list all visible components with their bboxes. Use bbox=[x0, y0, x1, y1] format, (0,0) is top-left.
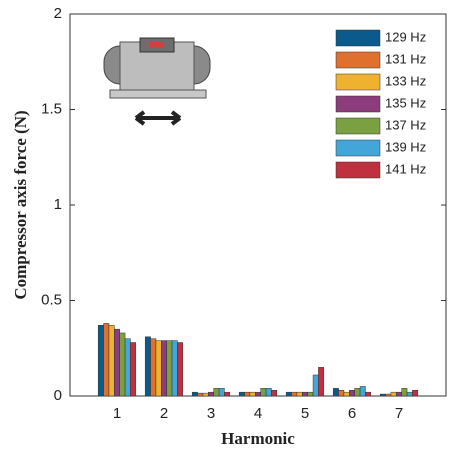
bar bbox=[271, 390, 278, 397]
y-tick-label: 0.5 bbox=[41, 291, 62, 308]
bar bbox=[343, 391, 350, 397]
bar bbox=[312, 374, 319, 397]
bar bbox=[385, 393, 392, 397]
legend-label: 135 Hz bbox=[385, 95, 426, 110]
legend-label: 141 Hz bbox=[385, 161, 426, 176]
bar bbox=[213, 388, 220, 397]
bar bbox=[177, 342, 184, 397]
bar bbox=[202, 392, 209, 397]
bar bbox=[296, 391, 303, 397]
bar bbox=[97, 325, 104, 397]
bar bbox=[359, 386, 366, 397]
y-tick-label: 2 bbox=[54, 5, 62, 22]
bar bbox=[285, 391, 292, 397]
bar bbox=[166, 340, 173, 397]
bar bbox=[390, 391, 397, 397]
bar bbox=[119, 332, 126, 397]
bar bbox=[197, 392, 204, 397]
bar bbox=[218, 388, 225, 397]
bar bbox=[332, 388, 339, 397]
bar bbox=[338, 390, 345, 397]
bar bbox=[208, 391, 214, 397]
x-tick-label: 5 bbox=[301, 405, 309, 422]
bar bbox=[318, 367, 325, 397]
bar bbox=[412, 390, 419, 397]
bar bbox=[249, 391, 256, 397]
x-tick-label: 3 bbox=[207, 405, 215, 422]
x-tick-label: 7 bbox=[395, 405, 403, 422]
bar bbox=[191, 391, 198, 397]
x-axis-label: Harmonic bbox=[221, 429, 295, 448]
bar bbox=[155, 340, 162, 397]
legend-swatch bbox=[335, 51, 381, 69]
x-tick-label: 4 bbox=[254, 405, 262, 422]
legend-swatch bbox=[335, 139, 381, 157]
y-axis-label: Compressor axis force (N) bbox=[11, 110, 30, 299]
bar bbox=[307, 391, 314, 397]
legend-label: 137 Hz bbox=[385, 117, 426, 132]
y-tick-label: 1.5 bbox=[41, 100, 62, 117]
bar bbox=[302, 391, 308, 397]
bar bbox=[108, 325, 115, 397]
bar bbox=[396, 391, 402, 397]
legend-label: 131 Hz bbox=[385, 51, 426, 66]
bar bbox=[354, 388, 361, 397]
bar bbox=[130, 342, 137, 397]
y-tick-label: 1 bbox=[54, 196, 62, 213]
legend-swatch bbox=[335, 117, 381, 135]
x-tick-label: 2 bbox=[160, 405, 168, 422]
bar bbox=[265, 388, 272, 397]
bar bbox=[406, 391, 413, 397]
bar bbox=[365, 391, 372, 397]
y-tick-label: 0 bbox=[54, 387, 62, 404]
legend-swatch bbox=[335, 95, 381, 113]
bar bbox=[144, 336, 151, 397]
x-tick-label: 6 bbox=[348, 405, 356, 422]
legend-swatch bbox=[335, 73, 381, 91]
legend-label: 129 Hz bbox=[385, 29, 426, 44]
bar bbox=[291, 391, 298, 397]
bar bbox=[114, 328, 120, 397]
legend-swatch bbox=[335, 29, 381, 47]
bar bbox=[379, 393, 386, 397]
bar bbox=[161, 340, 167, 397]
legend-label: 133 Hz bbox=[385, 73, 426, 88]
legend-label: 139 Hz bbox=[385, 139, 426, 154]
x-tick-label: 1 bbox=[113, 405, 121, 422]
bar bbox=[260, 388, 267, 397]
legend-swatch bbox=[335, 161, 381, 179]
bar bbox=[171, 340, 178, 397]
bar bbox=[224, 391, 231, 397]
bar bbox=[124, 338, 131, 397]
bar bbox=[244, 391, 251, 397]
compressor-icon bbox=[103, 37, 211, 126]
bar bbox=[238, 391, 245, 397]
bar bbox=[150, 338, 157, 397]
bar bbox=[103, 323, 110, 397]
bar bbox=[349, 390, 355, 397]
bar bbox=[255, 391, 261, 397]
bar bbox=[401, 388, 408, 397]
